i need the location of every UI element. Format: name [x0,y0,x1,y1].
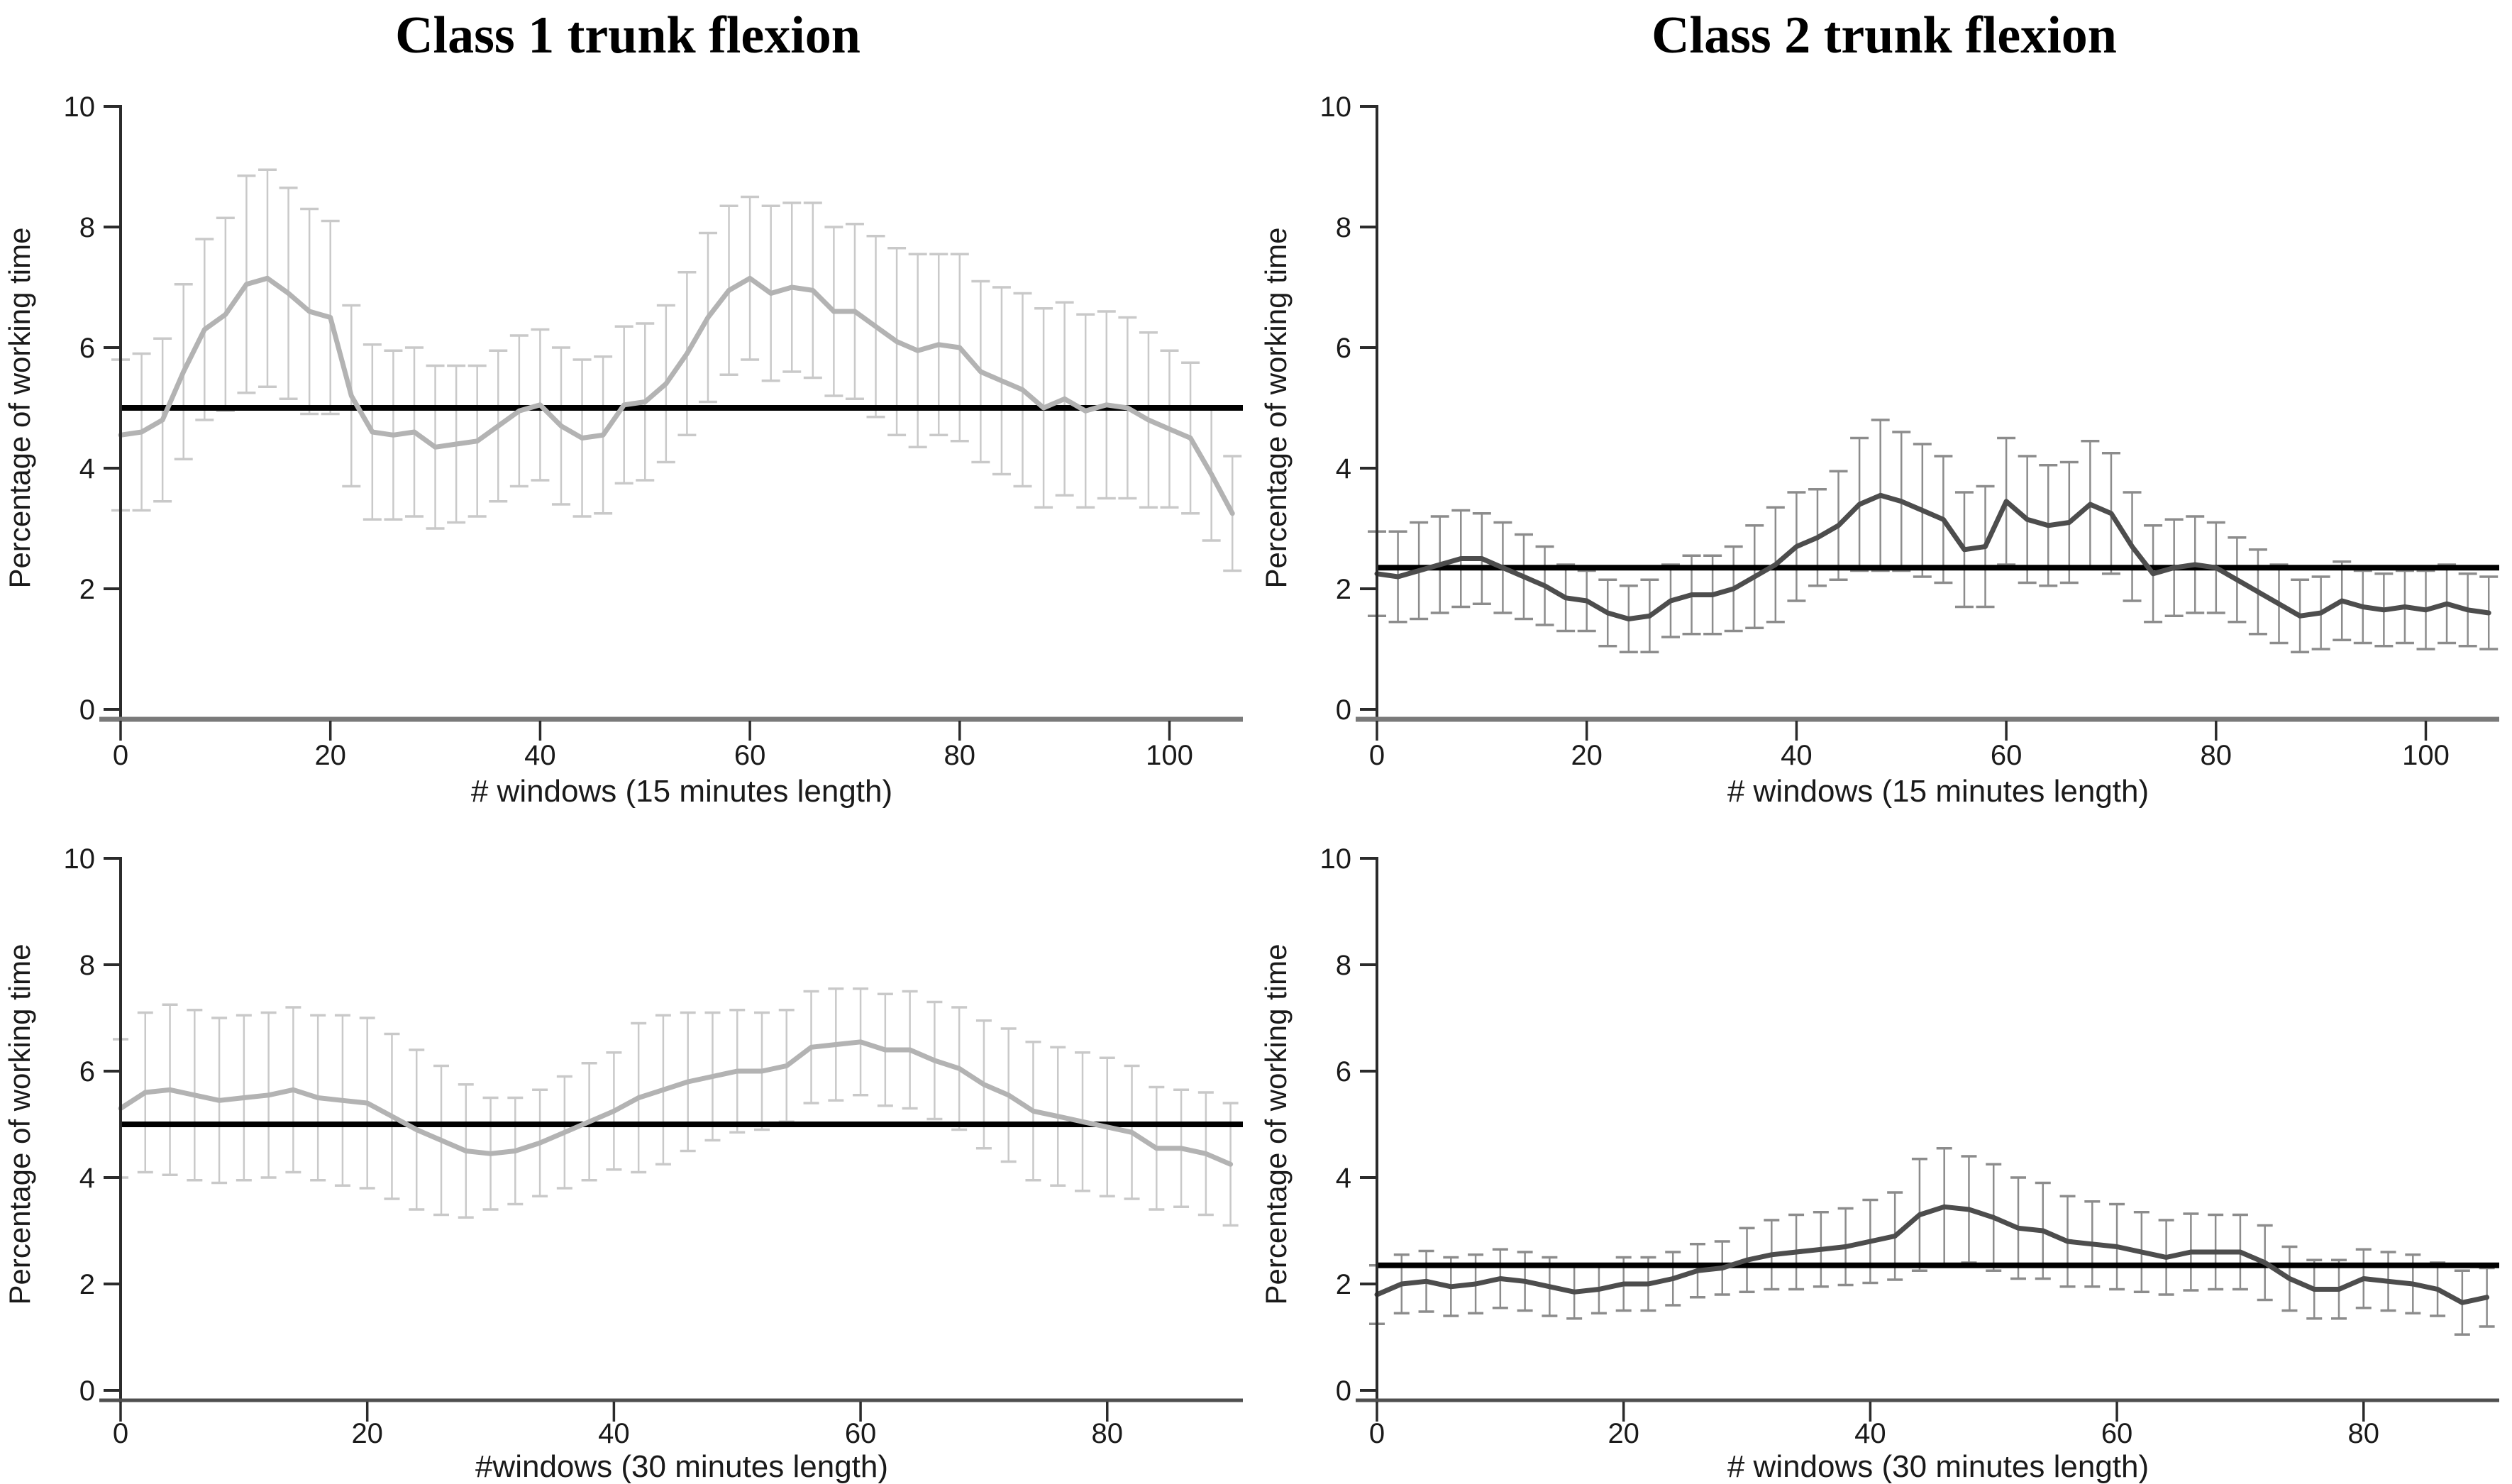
mean-line [1374,492,2491,621]
x-tick-label: 60 [1991,740,2023,771]
y-tick-label: 4 [79,453,95,484]
y-tick-label: 0 [1336,694,1351,726]
y-tick-label: 10 [64,843,96,875]
x-tick-label: 80 [2348,1418,2380,1449]
x-tick-label: 20 [1571,740,1603,771]
x-tick-label: 0 [113,1418,128,1449]
x-tick-label: 0 [1369,1418,1385,1449]
x-tick-label: 100 [1146,740,1193,771]
axis-labels: # windows (30 minutes length) Percentage … [1259,944,2149,1484]
y-tick-label: 8 [1336,212,1351,243]
mean-line-group [1374,492,2491,621]
y-tick-label: 10 [1320,843,1352,875]
y-tick-label: 0 [79,1375,95,1407]
x-axis-label: # windows (30 minutes length) [1727,1449,2149,1484]
x-tick-label: 60 [734,740,766,771]
y-tick-label: 8 [79,212,95,243]
x-tick-label: 40 [524,740,556,771]
y-tick-label: 8 [79,950,95,981]
y-tick-label: 2 [79,574,95,605]
x-tick-label: 80 [2201,740,2232,771]
y-tick-label: 2 [1336,1269,1351,1300]
chart-title-class2: Class 2 trunk flexion [1651,6,2117,65]
x-tick-label: 20 [351,1418,383,1449]
mean-line [118,275,1235,516]
x-tick-label: 60 [2101,1418,2133,1449]
chart-title-class1: Class 1 trunk flexion [395,6,861,65]
x-axis-label: # windows (15 minutes length) [471,774,892,809]
axis-labels: #windows (30 minutes length) Percentage o… [3,944,888,1484]
y-tick-label: 2 [1336,574,1351,605]
chart-class2-30min: 0 2 4 6 8 10 0 20 40 60 80 # windows (30 minutes le… [1259,843,2499,1484]
axis-labels: # windows (15 minutes length) Percentage … [1259,228,2149,809]
y-tick-label: 8 [1336,950,1351,981]
x-tick-label: 20 [1608,1418,1639,1449]
error-bars [1369,1147,2495,1336]
x-tick-label: 40 [1781,740,1813,771]
y-axis-label: Percentage of working time [1259,228,1293,589]
y-tick-label: 6 [1336,333,1351,364]
mean-line-group [118,275,1235,516]
x-tick-label: 40 [1854,1418,1886,1449]
x-tick-label: 100 [2402,740,2450,771]
x-tick-label: 0 [1369,740,1385,771]
x-tick-label: 60 [845,1418,877,1449]
axes: 0 2 4 6 8 10 0 20 40 60 80 [1320,843,2499,1449]
mean-line [118,1039,1234,1167]
y-axis-label: Percentage of working time [1259,944,1293,1305]
y-tick-label: 6 [79,333,95,364]
y-tick-label: 6 [1336,1056,1351,1087]
x-tick-label: 80 [944,740,976,771]
y-tick-label: 0 [79,694,95,726]
x-tick-label: 20 [314,740,346,771]
chart-class1-30min: 0 2 4 6 8 10 0 20 40 60 80 #windows (30 minutes len… [3,843,1243,1484]
mean-line [1374,1204,2490,1305]
x-axis-label: #windows (30 minutes length) [475,1449,888,1484]
y-tick-label: 0 [1336,1375,1351,1407]
y-axis-label: Percentage of working time [3,228,36,589]
y-tick-label: 4 [1336,453,1351,484]
y-tick-label: 2 [79,1269,95,1300]
y-axis-label: Percentage of working time [3,944,36,1305]
y-tick-label: 4 [79,1163,95,1194]
axes: 0 2 4 6 8 10 0 20 40 60 80 [64,843,1243,1449]
axis-labels: # windows (15 minutes length) Percentage … [3,228,892,809]
y-tick-label: 6 [79,1056,95,1087]
y-tick-label: 10 [64,92,96,123]
x-axis-label: # windows (15 minutes length) [1727,774,2149,809]
y-tick-label: 4 [1336,1163,1351,1194]
mean-line-group [1374,1204,2490,1305]
y-tick-label: 10 [1320,92,1352,123]
mean-line-group [118,1039,1234,1167]
error-bars [1368,419,2499,653]
x-tick-label: 80 [1092,1418,1124,1449]
x-tick-label: 40 [598,1418,630,1449]
x-tick-label: 0 [113,740,128,771]
error-bars [113,987,1239,1227]
